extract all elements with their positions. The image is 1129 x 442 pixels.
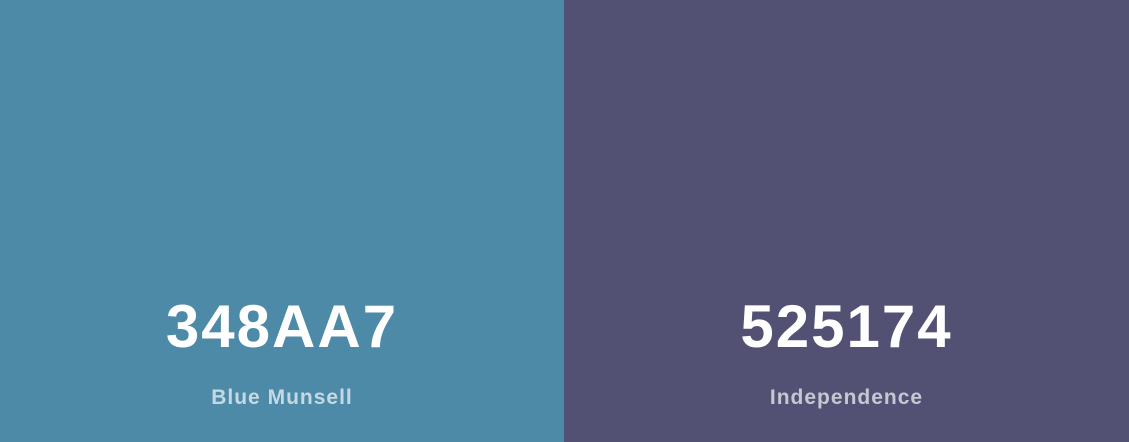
color-name: Independence [769,386,924,409]
hex-code[interactable]: 348AA7 [165,293,399,360]
color-swatch-independence[interactable]: 525174 Independence [564,0,1129,442]
color-swatch-blue-munsell[interactable]: 348AA7 Blue Munsell [0,0,564,442]
hex-code[interactable]: 525174 [740,293,953,360]
color-name: Blue Munsell [211,386,353,409]
